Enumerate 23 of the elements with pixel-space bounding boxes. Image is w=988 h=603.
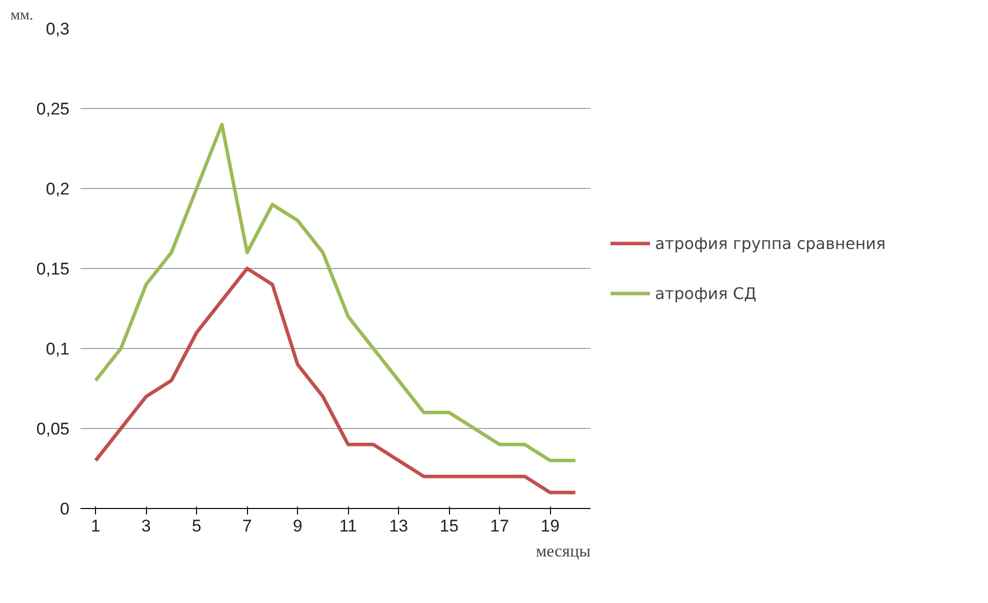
line-series xyxy=(94,266,578,494)
y-axis-title: мм. xyxy=(10,8,34,24)
y-tick-label: 0,25 xyxy=(36,100,70,118)
line-series xyxy=(94,122,578,462)
x-tick-label: 7 xyxy=(242,516,252,536)
y-tick-label: 0,2 xyxy=(46,180,70,198)
x-tick-label: 11 xyxy=(339,516,357,536)
y-tick-label: 0,05 xyxy=(36,420,70,438)
y-tick-label: 0,3 xyxy=(46,20,70,38)
x-tick-label: 17 xyxy=(490,516,510,536)
x-tick-label: 19 xyxy=(540,516,560,536)
x-tick-label: 13 xyxy=(389,516,408,536)
y-tick-label: 0,15 xyxy=(36,260,70,278)
legend-label: атрофия СД xyxy=(655,284,757,302)
x-tick-label: 9 xyxy=(292,516,302,536)
y-tick-label: 0 xyxy=(60,500,70,518)
x-axis-title: месяцы xyxy=(536,542,592,560)
y-tick-label: 0,1 xyxy=(46,340,70,358)
legend-label: атрофия группа сравнения xyxy=(655,234,886,252)
x-tick-label: 5 xyxy=(192,516,202,536)
x-tick-label: 15 xyxy=(440,516,459,536)
x-tick-label: 1 xyxy=(90,516,100,536)
x-tick-label: 3 xyxy=(141,516,151,536)
